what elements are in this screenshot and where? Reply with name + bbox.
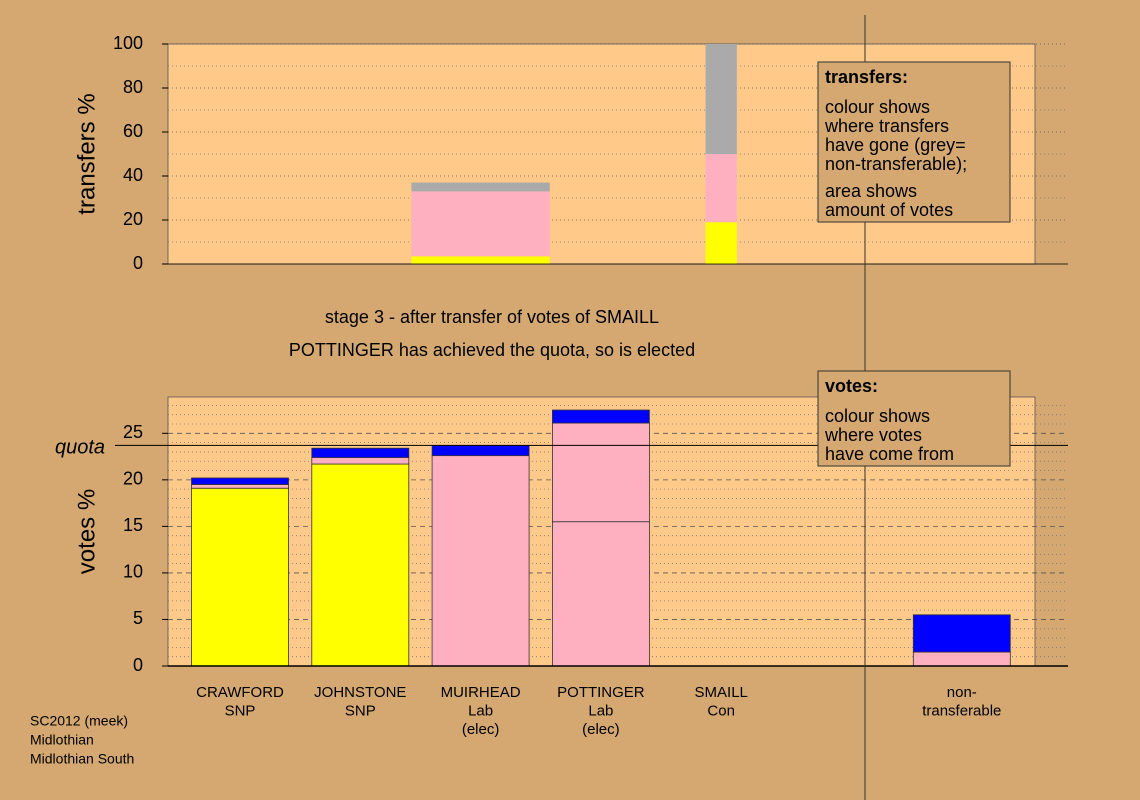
bar-segment <box>411 191 550 257</box>
x-tick-label: SNP <box>225 702 256 719</box>
note-title: votes: <box>825 376 878 396</box>
footer-line: Midlothian South <box>30 751 134 767</box>
x-tick-label: (elec) <box>462 721 500 738</box>
y-tick-label: 80 <box>123 77 143 97</box>
note-line: have come from <box>825 444 954 464</box>
note-line: have gone (grey= <box>825 135 966 155</box>
y-tick-label: 20 <box>123 209 143 229</box>
status-text: POTTINGER has achieved the quota, so is … <box>289 340 695 360</box>
bar-segment <box>912 651 1011 667</box>
bar-segment <box>912 614 1011 653</box>
note-title: transfers: <box>825 67 908 87</box>
y-tick-label: 25 <box>123 422 143 442</box>
y-tick-label: 10 <box>123 562 143 582</box>
bar-segment <box>411 256 550 264</box>
footer-line: Midlothian <box>30 732 94 748</box>
note-line: where transfers <box>824 116 949 136</box>
note-line: amount of votes <box>825 200 953 220</box>
bar-segment <box>552 422 650 523</box>
x-tick-label: JOHNSTONE <box>314 684 406 701</box>
bar-segment <box>431 445 530 457</box>
bar-segment <box>705 222 737 264</box>
note-line: area shows <box>825 181 917 201</box>
y-tick-label: 100 <box>113 33 143 53</box>
y-axis-label: votes % <box>73 489 100 574</box>
x-tick-label: (elec) <box>582 721 620 738</box>
y-tick-label: 15 <box>123 515 143 535</box>
bar-segment <box>191 477 289 485</box>
y-tick-label: 0 <box>133 253 143 273</box>
x-tick-label: Con <box>707 702 735 719</box>
bar-segment <box>411 182 550 192</box>
x-tick-label: MUIRHEAD <box>441 684 521 701</box>
quota-label: quota <box>55 437 105 459</box>
bar-segment <box>311 463 410 667</box>
y-tick-label: 0 <box>133 655 143 675</box>
bar-segment <box>191 484 289 489</box>
note-line: colour shows <box>825 97 930 117</box>
x-tick-label: non- <box>947 684 977 701</box>
y-tick-label: 5 <box>133 608 143 628</box>
bar-segment <box>705 154 737 223</box>
y-axis-label: transfers % <box>73 93 100 214</box>
stage-text: stage 3 - after transfer of votes of SMA… <box>325 307 659 327</box>
x-tick-label: POTTINGER <box>557 684 645 701</box>
bar-segment <box>705 44 737 154</box>
y-tick-label: 20 <box>123 469 143 489</box>
y-tick-label: 40 <box>123 165 143 185</box>
x-tick-label: SNP <box>345 702 376 719</box>
bar-segment <box>311 457 410 465</box>
bar-segment <box>431 455 530 667</box>
bar-segment <box>191 487 289 667</box>
x-tick-label: Lab <box>588 702 613 719</box>
bar-segment <box>552 409 650 424</box>
x-tick-label: transferable <box>922 702 1001 719</box>
x-tick-label: SMAILL <box>695 684 748 701</box>
x-tick-label: CRAWFORD <box>196 684 284 701</box>
bar-segment <box>552 521 650 667</box>
footer-line: SC2012 (meek) <box>30 713 128 729</box>
note-line: colour shows <box>825 406 930 426</box>
note-line: non-transferable); <box>825 154 967 174</box>
note-box <box>817 61 1011 223</box>
bar-segment <box>311 447 410 458</box>
note-line: where votes <box>824 425 922 445</box>
x-tick-label: Lab <box>468 702 493 719</box>
y-tick-label: 60 <box>123 121 143 141</box>
note-box <box>817 370 1011 467</box>
